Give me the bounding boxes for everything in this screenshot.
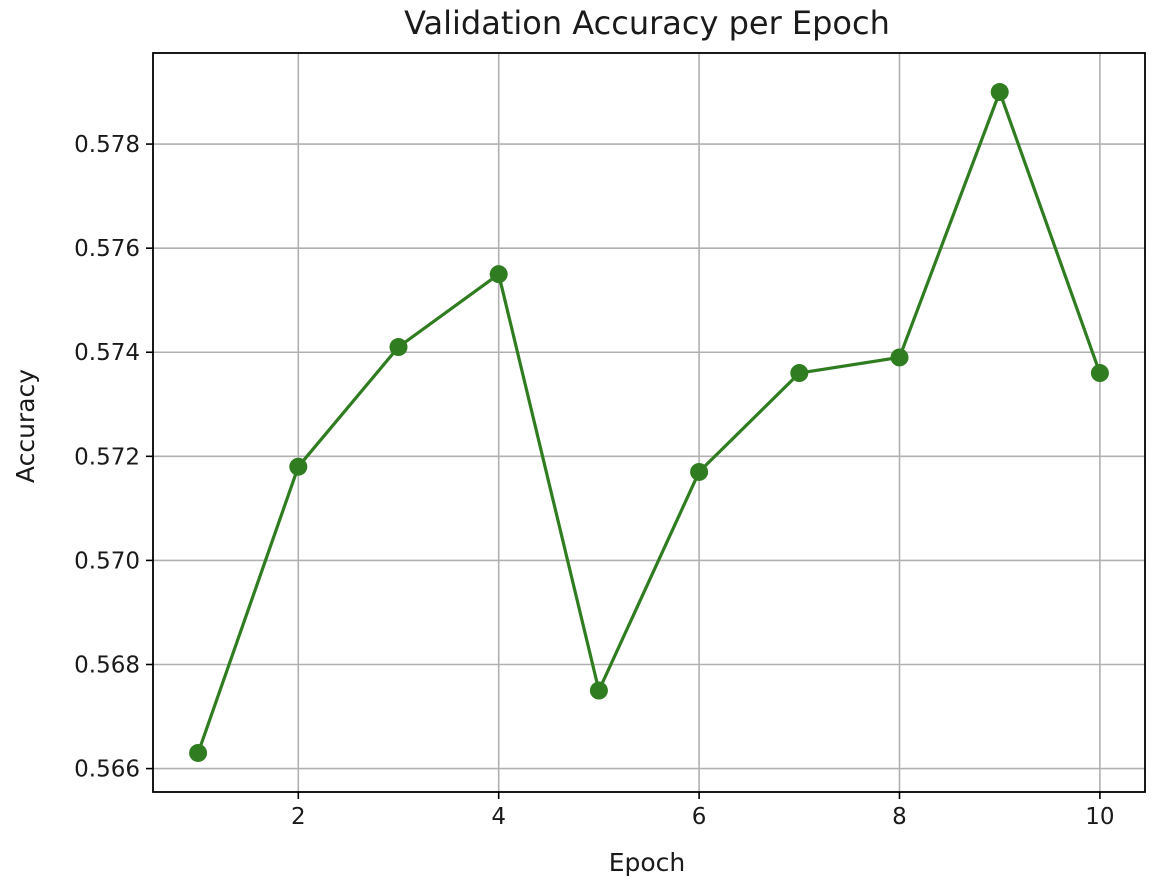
x-tick-label: 4 (491, 804, 506, 830)
data-point (489, 265, 508, 284)
y-tick-label: 0.566 (74, 757, 140, 783)
x-tick-label: 10 (1085, 804, 1114, 830)
data-point (289, 457, 308, 476)
data-point (389, 338, 408, 357)
data-point (189, 743, 208, 762)
y-tick-label: 0.574 (74, 340, 140, 366)
x-axis-label: Epoch (609, 848, 686, 877)
data-point (990, 83, 1009, 102)
series-layer (189, 83, 1109, 762)
data-point (589, 681, 608, 700)
y-axis-label: Accuracy (11, 369, 40, 483)
x-tick-label: 2 (291, 804, 306, 830)
y-tick-label: 0.568 (74, 652, 140, 678)
x-tick-label: 6 (692, 804, 707, 830)
chart-title: Validation Accuracy per Epoch (404, 4, 890, 42)
ticks: 2 4 6 8 10 0.566 0.568 0.570 0.572 0.574 0.576 0.57… (74, 132, 1114, 830)
plot-frame (152, 52, 1146, 793)
x-tick-label: 8 (892, 804, 907, 830)
data-point (790, 364, 809, 383)
series-line (196, 90, 1102, 754)
y-tick-label: 0.578 (74, 132, 140, 158)
y-tick-label: 0.570 (74, 548, 140, 574)
data-point (890, 348, 909, 367)
grid (153, 53, 1145, 792)
data-point (1090, 364, 1109, 383)
data-point (690, 462, 709, 481)
y-tick-label: 0.576 (74, 236, 140, 262)
y-tick-label: 0.572 (74, 444, 140, 470)
